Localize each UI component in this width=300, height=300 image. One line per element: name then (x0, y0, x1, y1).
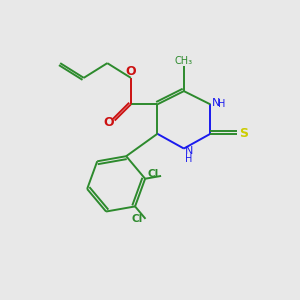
Text: Cl: Cl (132, 214, 143, 224)
Text: H: H (218, 99, 225, 109)
Text: Cl: Cl (147, 169, 158, 179)
Text: O: O (103, 116, 114, 128)
Text: S: S (239, 127, 248, 140)
Text: N: N (212, 98, 220, 108)
Text: O: O (125, 65, 136, 78)
Text: N: N (185, 146, 193, 157)
Text: H: H (185, 154, 193, 164)
Text: CH₃: CH₃ (175, 56, 193, 66)
